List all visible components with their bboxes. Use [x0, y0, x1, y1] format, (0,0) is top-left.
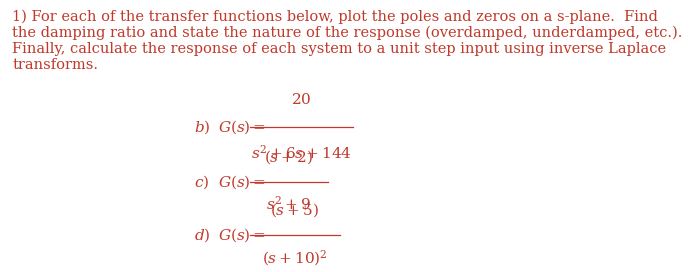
Text: $G(s) =$: $G(s) =$: [219, 227, 266, 244]
Text: transforms.: transforms.: [12, 58, 99, 72]
Text: $c)$: $c)$: [194, 173, 210, 191]
Text: $s^{2} + 6s + 144$: $s^{2} + 6s + 144$: [251, 144, 352, 162]
Text: $20$: $20$: [291, 92, 312, 107]
Text: $d)$: $d)$: [194, 227, 210, 244]
Text: 1) For each of the transfer functions below, plot the poles and zeros on a s-pla: 1) For each of the transfer functions be…: [12, 9, 658, 24]
Text: $s^{2}+9$: $s^{2}+9$: [266, 195, 311, 213]
Text: $(s+10)^{2}$: $(s+10)^{2}$: [262, 249, 328, 268]
Text: $G(s) =$: $G(s) =$: [219, 118, 266, 136]
Text: $(s+5)$: $(s+5)$: [270, 202, 319, 219]
Text: $(s+2)$: $(s+2)$: [264, 148, 313, 166]
Text: $G(s) =$: $G(s) =$: [219, 173, 266, 191]
Text: the damping ratio and state the nature of the response (overdamped, underdamped,: the damping ratio and state the nature o…: [12, 26, 683, 40]
Text: Finally, calculate the response of each system to a unit step input using invers: Finally, calculate the response of each …: [12, 42, 667, 56]
Text: $b)$: $b)$: [194, 118, 210, 136]
